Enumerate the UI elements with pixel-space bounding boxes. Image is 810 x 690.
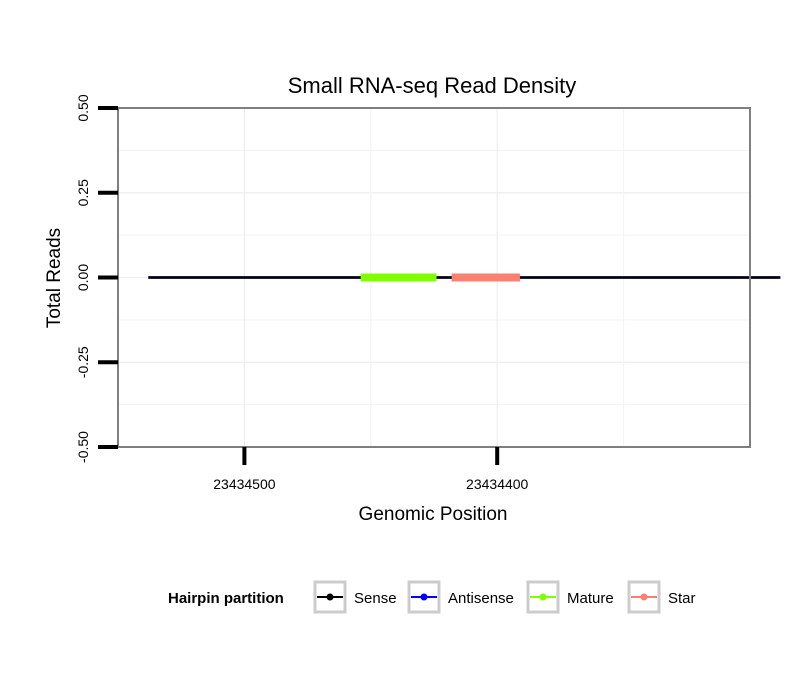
y-tick-label: 0.25 xyxy=(75,179,91,206)
y-tick-label: -0.25 xyxy=(75,346,91,378)
x-tick-label: 23434400 xyxy=(466,476,529,492)
legend-key-point xyxy=(420,593,428,601)
y-tick-label: 0.00 xyxy=(75,264,91,291)
legend-key-point xyxy=(539,593,547,601)
y-tick-label: -0.50 xyxy=(75,431,91,463)
legend-label: Star xyxy=(668,590,696,607)
x-axis-label: Genomic Position xyxy=(359,504,508,525)
legend-entry-mature: Mature xyxy=(526,580,614,614)
legend: Hairpin partition Sense Antisense Mature St… xyxy=(168,580,696,614)
y-tick-label: 0.50 xyxy=(75,94,91,121)
y-axis-label: Total Reads xyxy=(44,228,65,328)
y-axis: -0.50 -0.25 0.00 0.25 0.50 xyxy=(75,94,118,463)
chart-title: Small RNA-seq Read Density xyxy=(288,73,577,98)
x-axis: 23434500 23434400 xyxy=(213,447,529,492)
legend-label: Antisense xyxy=(448,590,514,607)
legend-entry-sense: Sense xyxy=(313,580,397,614)
x-tick-label: 23434500 xyxy=(213,476,276,492)
legend-entry-antisense: Antisense xyxy=(407,580,514,614)
legend-entry-star: Star xyxy=(627,580,696,614)
legend-title: Hairpin partition xyxy=(168,590,284,607)
legend-label: Sense xyxy=(354,590,397,607)
legend-key-point xyxy=(640,593,648,601)
legend-key-point xyxy=(326,593,334,601)
legend-label: Mature xyxy=(567,590,614,607)
